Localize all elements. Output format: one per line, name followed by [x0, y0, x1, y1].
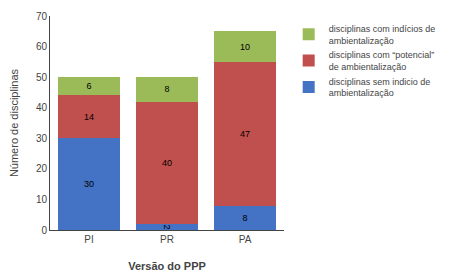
- svg-text:PA: PA: [239, 234, 252, 245]
- svg-text:8: 8: [242, 213, 247, 223]
- svg-text:PR: PR: [160, 234, 174, 245]
- svg-text:disciplinas com “potencial”de: disciplinas com “potencial”de ambientali…: [329, 50, 435, 72]
- svg-text:6: 6: [86, 81, 91, 91]
- svg-text:0: 0: [41, 225, 47, 236]
- svg-text:47: 47: [240, 129, 250, 139]
- svg-text:PI: PI: [84, 234, 93, 245]
- svg-text:40: 40: [36, 102, 48, 113]
- svg-text:2: 2: [162, 224, 172, 229]
- svg-text:Número de disciplinas: Número de disciplinas: [8, 68, 20, 177]
- svg-text:70: 70: [36, 11, 48, 22]
- svg-text:10: 10: [36, 194, 48, 205]
- svg-text:30: 30: [84, 179, 94, 189]
- svg-text:40: 40: [162, 158, 172, 168]
- svg-text:disciplinas sem indicio deambi: disciplinas sem indicio deambientalizaçã…: [329, 77, 431, 99]
- svg-text:disciplinas com indícios deamb: disciplinas com indícios deambientalizaç…: [329, 24, 436, 46]
- svg-text:Versão do PPP: Versão do PPP: [128, 260, 206, 272]
- svg-text:10: 10: [240, 42, 250, 52]
- svg-text:50: 50: [36, 72, 48, 83]
- svg-text:14: 14: [84, 112, 94, 122]
- svg-text:30: 30: [36, 133, 48, 144]
- svg-text:20: 20: [36, 163, 48, 174]
- svg-text:60: 60: [36, 41, 48, 52]
- svg-text:8: 8: [164, 84, 169, 94]
